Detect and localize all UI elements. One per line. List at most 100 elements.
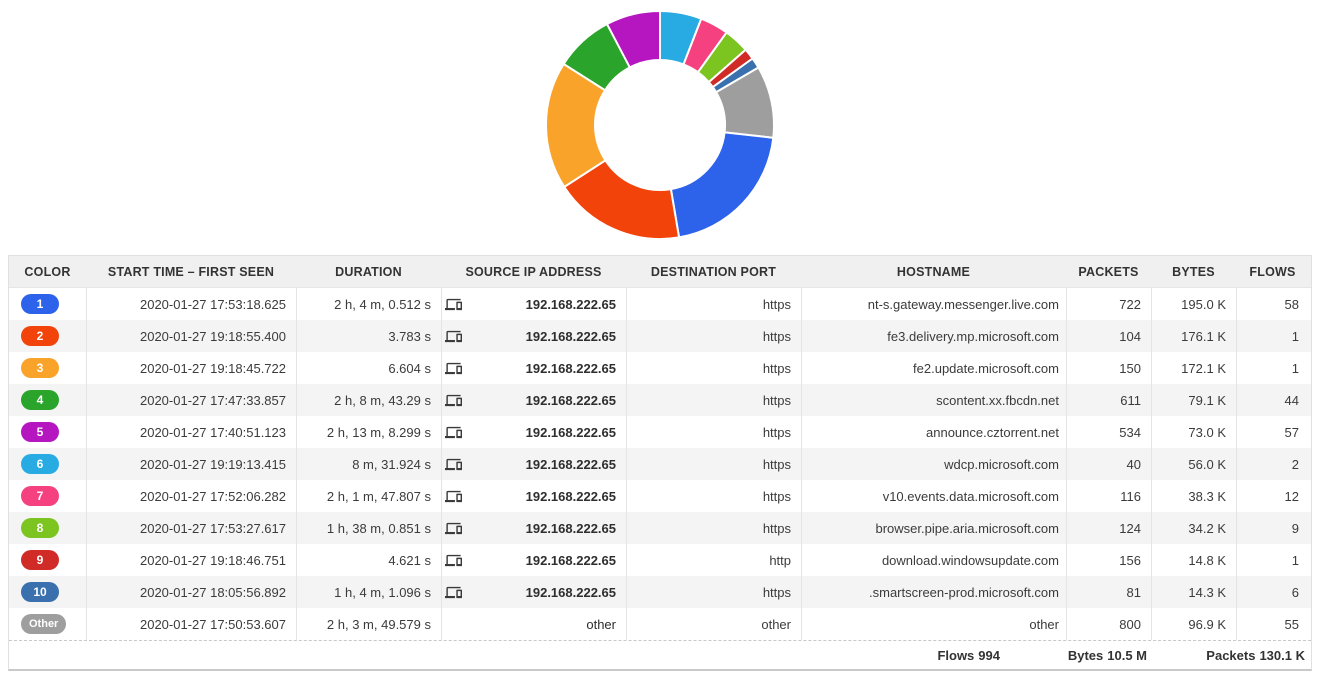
column-header-source-ip[interactable]: SOURCE IP ADDRESS bbox=[465, 264, 602, 279]
packets-cell: 611 bbox=[1066, 384, 1151, 416]
color-cell: 9 bbox=[9, 544, 86, 576]
column-header-color[interactable]: COLOR bbox=[24, 264, 71, 279]
donut-slice-1[interactable] bbox=[669, 131, 775, 239]
source-ip-value: 192.168.222.65 bbox=[525, 328, 616, 344]
source-ip-value: 192.168.222.65 bbox=[525, 488, 616, 504]
devices-icon bbox=[442, 392, 462, 409]
table-row[interactable]: 4 2020-01-27 17:47:33.857 2 h, 8 m, 43.2… bbox=[9, 384, 1311, 416]
flows-cell: 1 bbox=[1236, 320, 1309, 352]
source-ip-value: 192.168.222.65 bbox=[525, 296, 616, 312]
color-cell: Other bbox=[9, 608, 86, 640]
color-badge: 5 bbox=[21, 422, 59, 442]
bytes-cell: 96.9 K bbox=[1151, 608, 1236, 640]
table-row[interactable]: 7 2020-01-27 17:52:06.282 2 h, 1 m, 47.8… bbox=[9, 480, 1311, 512]
source-ip-cell: 192.168.222.65 bbox=[441, 320, 626, 352]
duration-cell: 2 h, 3 m, 49.579 s bbox=[296, 608, 441, 640]
column-header-bytes[interactable]: BYTES bbox=[1172, 264, 1215, 279]
duration-cell: 1 h, 4 m, 1.096 s bbox=[296, 576, 441, 608]
flows-total-label: Flows bbox=[937, 647, 975, 663]
color-cell: 7 bbox=[9, 480, 86, 512]
table-row[interactable]: 2 2020-01-27 19:18:55.400 3.783 s 192.16… bbox=[9, 320, 1311, 352]
hostname-cell: v10.events.data.microsoft.com bbox=[801, 480, 1066, 512]
destination-port-cell: https bbox=[626, 576, 801, 608]
flows-cell: 57 bbox=[1236, 416, 1309, 448]
bytes-cell: 79.1 K bbox=[1151, 384, 1236, 416]
packets-cell: 81 bbox=[1066, 576, 1151, 608]
hostname-cell: nt-s.gateway.messenger.live.com bbox=[801, 288, 1066, 320]
hostname-cell: scontent.xx.fbcdn.net bbox=[801, 384, 1066, 416]
table-row[interactable]: Other 2020-01-27 17:50:53.607 2 h, 3 m, … bbox=[9, 608, 1311, 640]
table-footer: Flows 994 Bytes 10.5 M Packets 130.1 K bbox=[9, 640, 1311, 669]
table-row[interactable]: 6 2020-01-27 19:19:13.415 8 m, 31.924 s … bbox=[9, 448, 1311, 480]
hostname-cell: browser.pipe.aria.microsoft.com bbox=[801, 512, 1066, 544]
devices-icon bbox=[442, 296, 462, 313]
bytes-total-value: 10.5 M bbox=[1107, 647, 1147, 663]
start-time-cell: 2020-01-27 18:05:56.892 bbox=[86, 576, 296, 608]
start-time-cell: 2020-01-27 17:53:27.617 bbox=[86, 512, 296, 544]
table-row[interactable]: 8 2020-01-27 17:53:27.617 1 h, 38 m, 0.8… bbox=[9, 512, 1311, 544]
source-ip-value: 192.168.222.65 bbox=[525, 520, 616, 536]
table-row[interactable]: 9 2020-01-27 19:18:46.751 4.621 s 192.16… bbox=[9, 544, 1311, 576]
duration-cell: 2 h, 8 m, 43.29 s bbox=[296, 384, 441, 416]
column-header-destination-port[interactable]: DESTINATION PORT bbox=[650, 264, 777, 279]
bytes-cell: 14.3 K bbox=[1151, 576, 1236, 608]
column-header-flows[interactable]: FLOWS bbox=[1249, 264, 1296, 279]
hostname-cell: fe2.update.microsoft.com bbox=[801, 352, 1066, 384]
flows-total: Flows 994 bbox=[937, 641, 1000, 669]
duration-cell: 2 h, 13 m, 8.299 s bbox=[296, 416, 441, 448]
flows-cell: 1 bbox=[1236, 352, 1309, 384]
color-cell: 6 bbox=[9, 448, 86, 480]
flows-cell: 12 bbox=[1236, 480, 1309, 512]
color-badge: 6 bbox=[21, 454, 59, 474]
column-header-start-time[interactable]: START TIME – FIRST SEEN bbox=[107, 264, 275, 279]
destination-port-cell: https bbox=[626, 480, 801, 512]
duration-cell: 3.783 s bbox=[296, 320, 441, 352]
devices-icon bbox=[442, 584, 462, 601]
destination-port-cell: https bbox=[626, 320, 801, 352]
source-ip-cell: 192.168.222.65 bbox=[441, 416, 626, 448]
source-ip-value: 192.168.222.65 bbox=[525, 392, 616, 408]
start-time-cell: 2020-01-27 19:18:45.722 bbox=[86, 352, 296, 384]
color-cell: 4 bbox=[9, 384, 86, 416]
column-header-duration[interactable]: DURATION bbox=[335, 264, 402, 279]
source-ip-value: 192.168.222.65 bbox=[525, 552, 616, 568]
flow-table: COLOR START TIME – FIRST SEEN DURATION S… bbox=[8, 255, 1312, 671]
start-time-cell: 2020-01-27 17:47:33.857 bbox=[86, 384, 296, 416]
destination-port-cell: https bbox=[626, 448, 801, 480]
table-header: COLOR START TIME – FIRST SEEN DURATION S… bbox=[9, 256, 1311, 288]
color-badge: 3 bbox=[21, 358, 59, 378]
duration-cell: 2 h, 4 m, 0.512 s bbox=[296, 288, 441, 320]
hostname-cell: fe3.delivery.mp.microsoft.com bbox=[801, 320, 1066, 352]
column-header-packets[interactable]: PACKETS bbox=[1078, 264, 1139, 279]
table-row[interactable]: 3 2020-01-27 19:18:45.722 6.604 s 192.16… bbox=[9, 352, 1311, 384]
hostname-cell: other bbox=[801, 608, 1066, 640]
table-body: 1 2020-01-27 17:53:18.625 2 h, 4 m, 0.51… bbox=[9, 288, 1311, 640]
packets-cell: 124 bbox=[1066, 512, 1151, 544]
packets-total-value: 130.1 K bbox=[1259, 647, 1305, 663]
destination-port-cell: https bbox=[626, 416, 801, 448]
source-ip-cell: 192.168.222.65 bbox=[441, 384, 626, 416]
bytes-cell: 195.0 K bbox=[1151, 288, 1236, 320]
flows-cell: 58 bbox=[1236, 288, 1309, 320]
color-cell: 8 bbox=[9, 512, 86, 544]
source-ip-cell: 192.168.222.65 bbox=[441, 480, 626, 512]
donut-slice-5[interactable] bbox=[605, 9, 661, 69]
color-badge: 9 bbox=[21, 550, 59, 570]
packets-cell: 40 bbox=[1066, 448, 1151, 480]
table-row[interactable]: 1 2020-01-27 17:53:18.625 2 h, 4 m, 0.51… bbox=[9, 288, 1311, 320]
packets-cell: 722 bbox=[1066, 288, 1151, 320]
color-badge: 8 bbox=[21, 518, 59, 538]
start-time-cell: 2020-01-27 17:53:18.625 bbox=[86, 288, 296, 320]
packets-cell: 156 bbox=[1066, 544, 1151, 576]
hostname-cell: download.windowsupdate.com bbox=[801, 544, 1066, 576]
packets-cell: 104 bbox=[1066, 320, 1151, 352]
column-header-hostname[interactable]: HOSTNAME bbox=[896, 264, 971, 279]
bytes-cell: 73.0 K bbox=[1151, 416, 1236, 448]
table-row[interactable]: 10 2020-01-27 18:05:56.892 1 h, 4 m, 1.0… bbox=[9, 576, 1311, 608]
source-ip-cell: 192.168.222.65 bbox=[441, 352, 626, 384]
packets-cell: 150 bbox=[1066, 352, 1151, 384]
bytes-cell: 176.1 K bbox=[1151, 320, 1236, 352]
bytes-cell: 56.0 K bbox=[1151, 448, 1236, 480]
table-row[interactable]: 5 2020-01-27 17:40:51.123 2 h, 13 m, 8.2… bbox=[9, 416, 1311, 448]
flows-cell: 55 bbox=[1236, 608, 1309, 640]
